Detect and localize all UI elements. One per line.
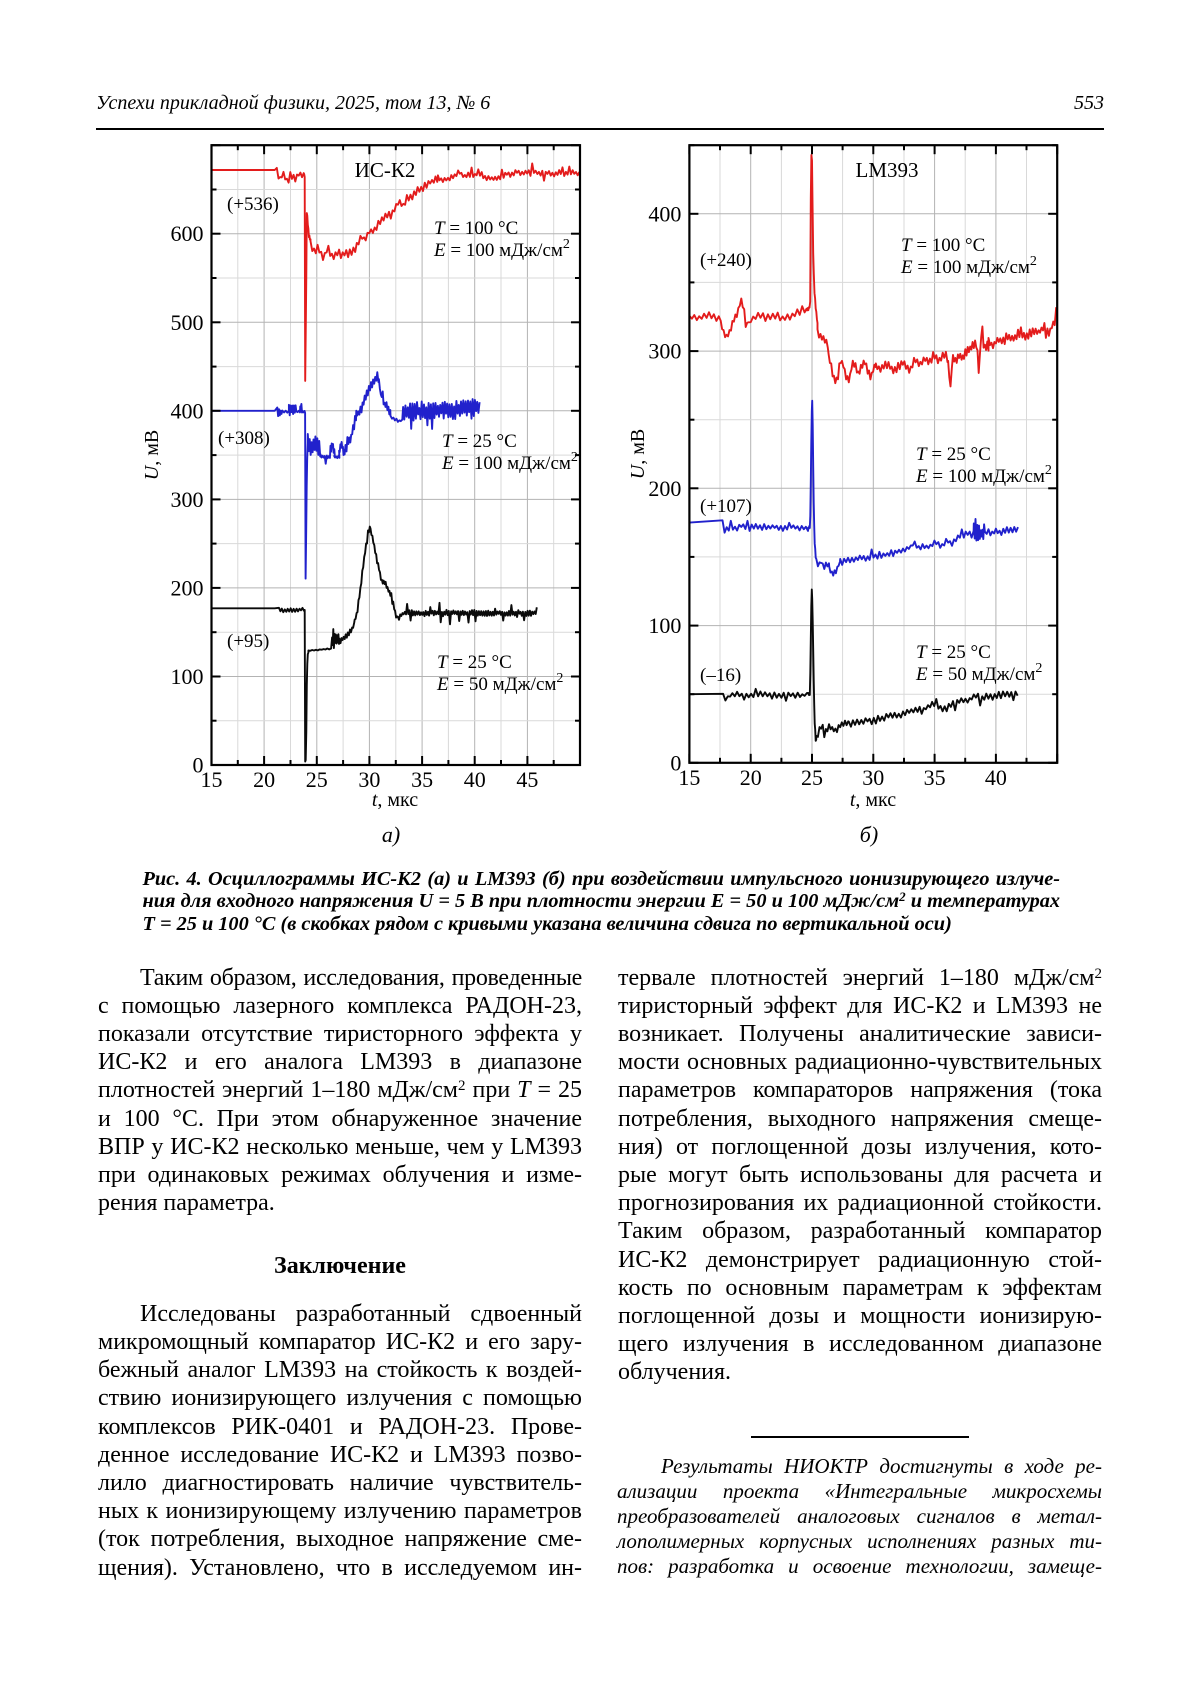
svg-text:а): а) <box>382 822 400 847</box>
svg-text:0: 0 <box>670 750 681 775</box>
svg-text:300: 300 <box>648 339 681 364</box>
svg-text:25: 25 <box>306 767 328 792</box>
svg-text:400: 400 <box>171 398 204 423</box>
svg-text:LM393: LM393 <box>856 158 919 182</box>
svg-text:U, мВ: U, мВ <box>627 429 649 479</box>
svg-text:U, мВ: U, мВ <box>141 430 163 480</box>
svg-text:45: 45 <box>516 767 538 792</box>
svg-text:100: 100 <box>648 613 681 638</box>
svg-text:40: 40 <box>464 767 486 792</box>
svg-text:40: 40 <box>985 765 1007 790</box>
svg-text:20: 20 <box>740 765 762 790</box>
svg-text:ИС-К2: ИС-К2 <box>355 158 416 182</box>
svg-text:б): б) <box>860 822 878 847</box>
svg-text:E = 100 мДж/см2: E = 100 мДж/см2 <box>441 450 578 474</box>
svg-text:T = 25 °C: T = 25 °C <box>916 444 991 465</box>
svg-text:500: 500 <box>171 310 204 335</box>
svg-text:15: 15 <box>678 765 700 790</box>
svg-text:35: 35 <box>924 765 946 790</box>
svg-text:T = 25 °C: T = 25 °C <box>442 431 517 452</box>
svg-text:T = 100 °C: T = 100 °C <box>434 218 518 239</box>
svg-text:0: 0 <box>193 753 204 778</box>
svg-text:E = 100 мДж/см2: E = 100 мДж/см2 <box>900 254 1037 278</box>
svg-text:30: 30 <box>862 765 884 790</box>
svg-text:T = 25 °C: T = 25 °C <box>437 652 512 673</box>
svg-text:600: 600 <box>171 221 204 246</box>
svg-text:t, мкс: t, мкс <box>850 789 896 811</box>
svg-text:T = 100 °C: T = 100 °C <box>901 235 985 256</box>
svg-text:200: 200 <box>171 575 204 600</box>
svg-text:T = 25 °C: T = 25 °C <box>916 642 991 663</box>
svg-text:30: 30 <box>358 767 380 792</box>
svg-text:(–16): (–16) <box>700 665 741 686</box>
svg-text:35: 35 <box>411 767 433 792</box>
svg-text:E = 100 мДж/см2: E = 100 мДж/см2 <box>433 237 570 261</box>
svg-text:(+240): (+240) <box>700 250 752 271</box>
svg-text:100: 100 <box>171 664 204 689</box>
svg-text:(+95): (+95) <box>227 631 269 652</box>
svg-text:300: 300 <box>171 487 204 512</box>
svg-text:400: 400 <box>648 201 681 226</box>
svg-text:(+107): (+107) <box>700 496 752 517</box>
svg-text:E = 50 мДж/см2: E = 50 мДж/см2 <box>436 671 563 695</box>
svg-text:(+536): (+536) <box>227 194 279 215</box>
svg-text:(+308): (+308) <box>218 428 270 449</box>
svg-text:t, мкс: t, мкс <box>372 789 418 811</box>
svg-text:200: 200 <box>648 476 681 501</box>
svg-text:E = 100 мДж/см2: E = 100 мДж/см2 <box>915 463 1052 487</box>
svg-text:25: 25 <box>801 765 823 790</box>
svg-text:15: 15 <box>201 767 223 792</box>
svg-text:E = 50 мДж/см2: E = 50 мДж/см2 <box>915 661 1042 685</box>
svg-text:20: 20 <box>253 767 275 792</box>
